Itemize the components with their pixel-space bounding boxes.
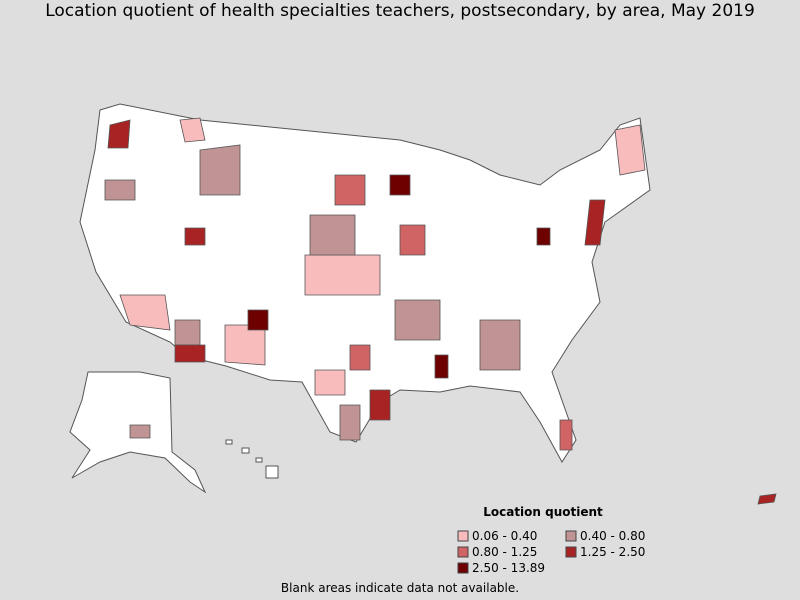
legend-title: Location quotient — [483, 505, 603, 519]
area — [174, 319, 201, 346]
area — [334, 174, 366, 206]
area — [369, 389, 391, 421]
hawaii-island — [225, 439, 233, 445]
area — [389, 174, 411, 196]
legend-label: 0.06 - 0.40 — [472, 529, 537, 543]
hawaii — [225, 439, 279, 479]
area — [757, 493, 777, 505]
area — [614, 124, 646, 176]
legend-swatch — [457, 546, 469, 558]
area — [184, 227, 206, 246]
area — [224, 324, 266, 366]
map-title: Location quotient of health specialties … — [45, 1, 755, 21]
hawaii-island — [265, 465, 279, 479]
area — [479, 319, 521, 371]
area — [174, 344, 206, 363]
legend-swatch — [565, 530, 577, 542]
area — [339, 404, 361, 441]
footnote: Blank areas indicate data not available. — [281, 581, 519, 595]
area — [119, 294, 171, 331]
hawaii-island — [255, 457, 263, 463]
area — [314, 369, 346, 396]
legend: 0.06 - 0.40 0.40 - 0.80 0.80 - 1.25 1.25 - … — [457, 529, 645, 575]
legend-swatch — [565, 546, 577, 558]
area — [584, 199, 606, 246]
areas — [104, 117, 777, 505]
hawaii-island — [241, 447, 250, 454]
area — [247, 309, 269, 331]
area — [199, 144, 241, 196]
legend-label: 0.40 - 0.80 — [580, 529, 645, 543]
legend-label: 0.80 - 1.25 — [472, 545, 537, 559]
legend-swatch — [457, 530, 469, 542]
area — [304, 254, 381, 296]
area — [129, 424, 151, 439]
legend-label: 2.50 - 13.89 — [472, 561, 545, 575]
legend-swatch — [457, 562, 469, 574]
area — [399, 224, 426, 256]
area — [536, 227, 551, 246]
area — [394, 299, 441, 341]
area — [179, 117, 206, 143]
area — [107, 119, 131, 149]
area — [559, 419, 573, 451]
area — [349, 344, 371, 371]
area — [309, 214, 356, 256]
area — [434, 354, 449, 379]
legend-label: 1.25 - 2.50 — [580, 545, 645, 559]
area — [104, 179, 136, 201]
